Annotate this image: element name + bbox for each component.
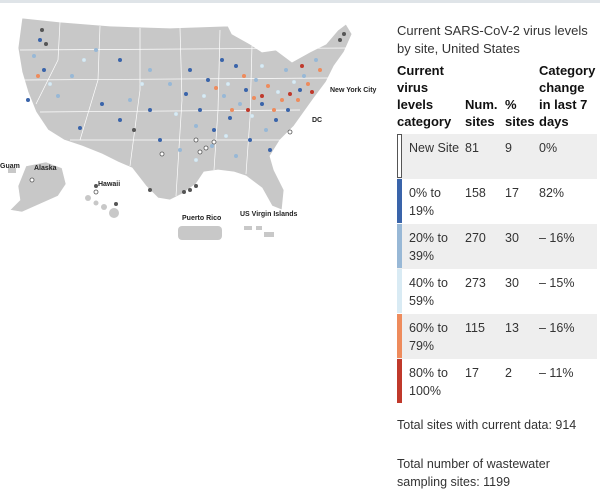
label-alaska: Alaska: [34, 165, 57, 172]
change-value: – 15%: [539, 276, 575, 290]
alaska-shape: [9, 161, 67, 213]
category-label: 80% to 100%: [409, 366, 448, 398]
label-puerto-rico: Puerto Rico: [182, 215, 221, 222]
total-current-sites: Total sites with current data: 914: [397, 418, 577, 432]
swatch-cell: [397, 134, 403, 179]
label-guam: Guam: [0, 163, 20, 170]
label-usvi: US Virgin Islands: [240, 211, 298, 218]
panel-title: Current SARS-CoV-2 virus levels by site,…: [397, 23, 588, 56]
puerto-rico-shape: [178, 226, 222, 240]
change-value: – 16%: [539, 224, 597, 269]
usvi-shape: [244, 226, 274, 237]
contiguous-us-shape: [17, 17, 353, 211]
change-value: – 16%: [539, 314, 597, 359]
top-divider: [0, 0, 600, 3]
pct-sites-value: 17: [505, 186, 519, 200]
num-sites-value: 158: [465, 186, 486, 200]
legend-swatch: [397, 224, 402, 268]
guam-shape: [8, 168, 16, 173]
num-sites-value: 115: [461, 314, 505, 359]
category-label: New Site: [403, 134, 461, 179]
header-num-sites: Num. sites: [465, 97, 498, 129]
label-dc: DC: [312, 117, 322, 124]
state-borders: [19, 21, 351, 197]
legend-body: New Site 81 9 0% 0% to 19% 158 17 82% 20…: [397, 134, 597, 404]
legend-swatch: [397, 179, 402, 223]
swatch-cell: [397, 224, 403, 269]
category-label: 40% to 59%: [409, 276, 448, 308]
change-value: 0%: [539, 134, 597, 179]
legend-swatch: [397, 134, 402, 178]
legend-row-20-39: 20% to 39% 270 30 – 16%: [397, 224, 597, 269]
legend-row-60-79: 60% to 79% 115 13 – 16%: [397, 314, 597, 359]
legend-swatch: [397, 269, 402, 313]
legend-row-new-site: New Site 81 9 0%: [397, 134, 597, 179]
change-value: 82%: [539, 186, 565, 200]
header-pct-sites: % sites: [505, 97, 535, 129]
category-label: 60% to 79%: [403, 314, 461, 359]
legend-panel: Current SARS-CoV-2 virus levels by site,…: [397, 22, 597, 404]
legend-row-0-19: 0% to 19% 158 17 82%: [397, 179, 597, 224]
pct-sites-value: 9: [505, 134, 539, 179]
swatch-cell: [397, 359, 403, 404]
swatch-cell: [397, 179, 403, 224]
total-sampling-sites: Total number of wastewater sampling site…: [397, 457, 550, 489]
num-sites-value: 81: [461, 134, 505, 179]
num-sites-value: 273: [465, 276, 486, 290]
swatch-cell: [397, 269, 403, 314]
legend-swatch: [397, 314, 402, 358]
header-change: Category change in last 7 days: [539, 63, 596, 129]
num-sites-value: 270: [461, 224, 505, 269]
swatch-cell: [397, 314, 403, 359]
num-sites-value: 17: [465, 366, 479, 380]
label-hawaii: Hawaii: [98, 181, 120, 188]
category-label: 20% to 39%: [403, 224, 461, 269]
change-value: – 11%: [539, 366, 574, 380]
pct-sites-value: 30: [505, 224, 539, 269]
us-map-svg: New York City DC Guam Alaska Hawaii Puer…: [0, 17, 377, 240]
pct-sites-value: 2: [505, 366, 512, 380]
legend-table: Current virus levels category Num. sites…: [397, 62, 597, 404]
us-map: New York City DC Guam Alaska Hawaii Puer…: [0, 6, 392, 256]
legend-swatch: [397, 359, 402, 403]
pct-sites-value: 13: [505, 314, 539, 359]
hawaii-shape: [85, 195, 119, 218]
legend-row-80-100: 80% to 100% 17 2 – 11%: [397, 359, 597, 404]
header-category: Current virus levels category: [397, 63, 452, 129]
legend-row-40-59: 40% to 59% 273 30 – 15%: [397, 269, 597, 314]
site-dots: [26, 28, 346, 206]
label-new-york: New York City: [330, 87, 377, 94]
pct-sites-value: 30: [505, 276, 519, 290]
category-label: 0% to 19%: [409, 186, 441, 218]
legend-header-row: Current virus levels category Num. sites…: [397, 62, 597, 134]
